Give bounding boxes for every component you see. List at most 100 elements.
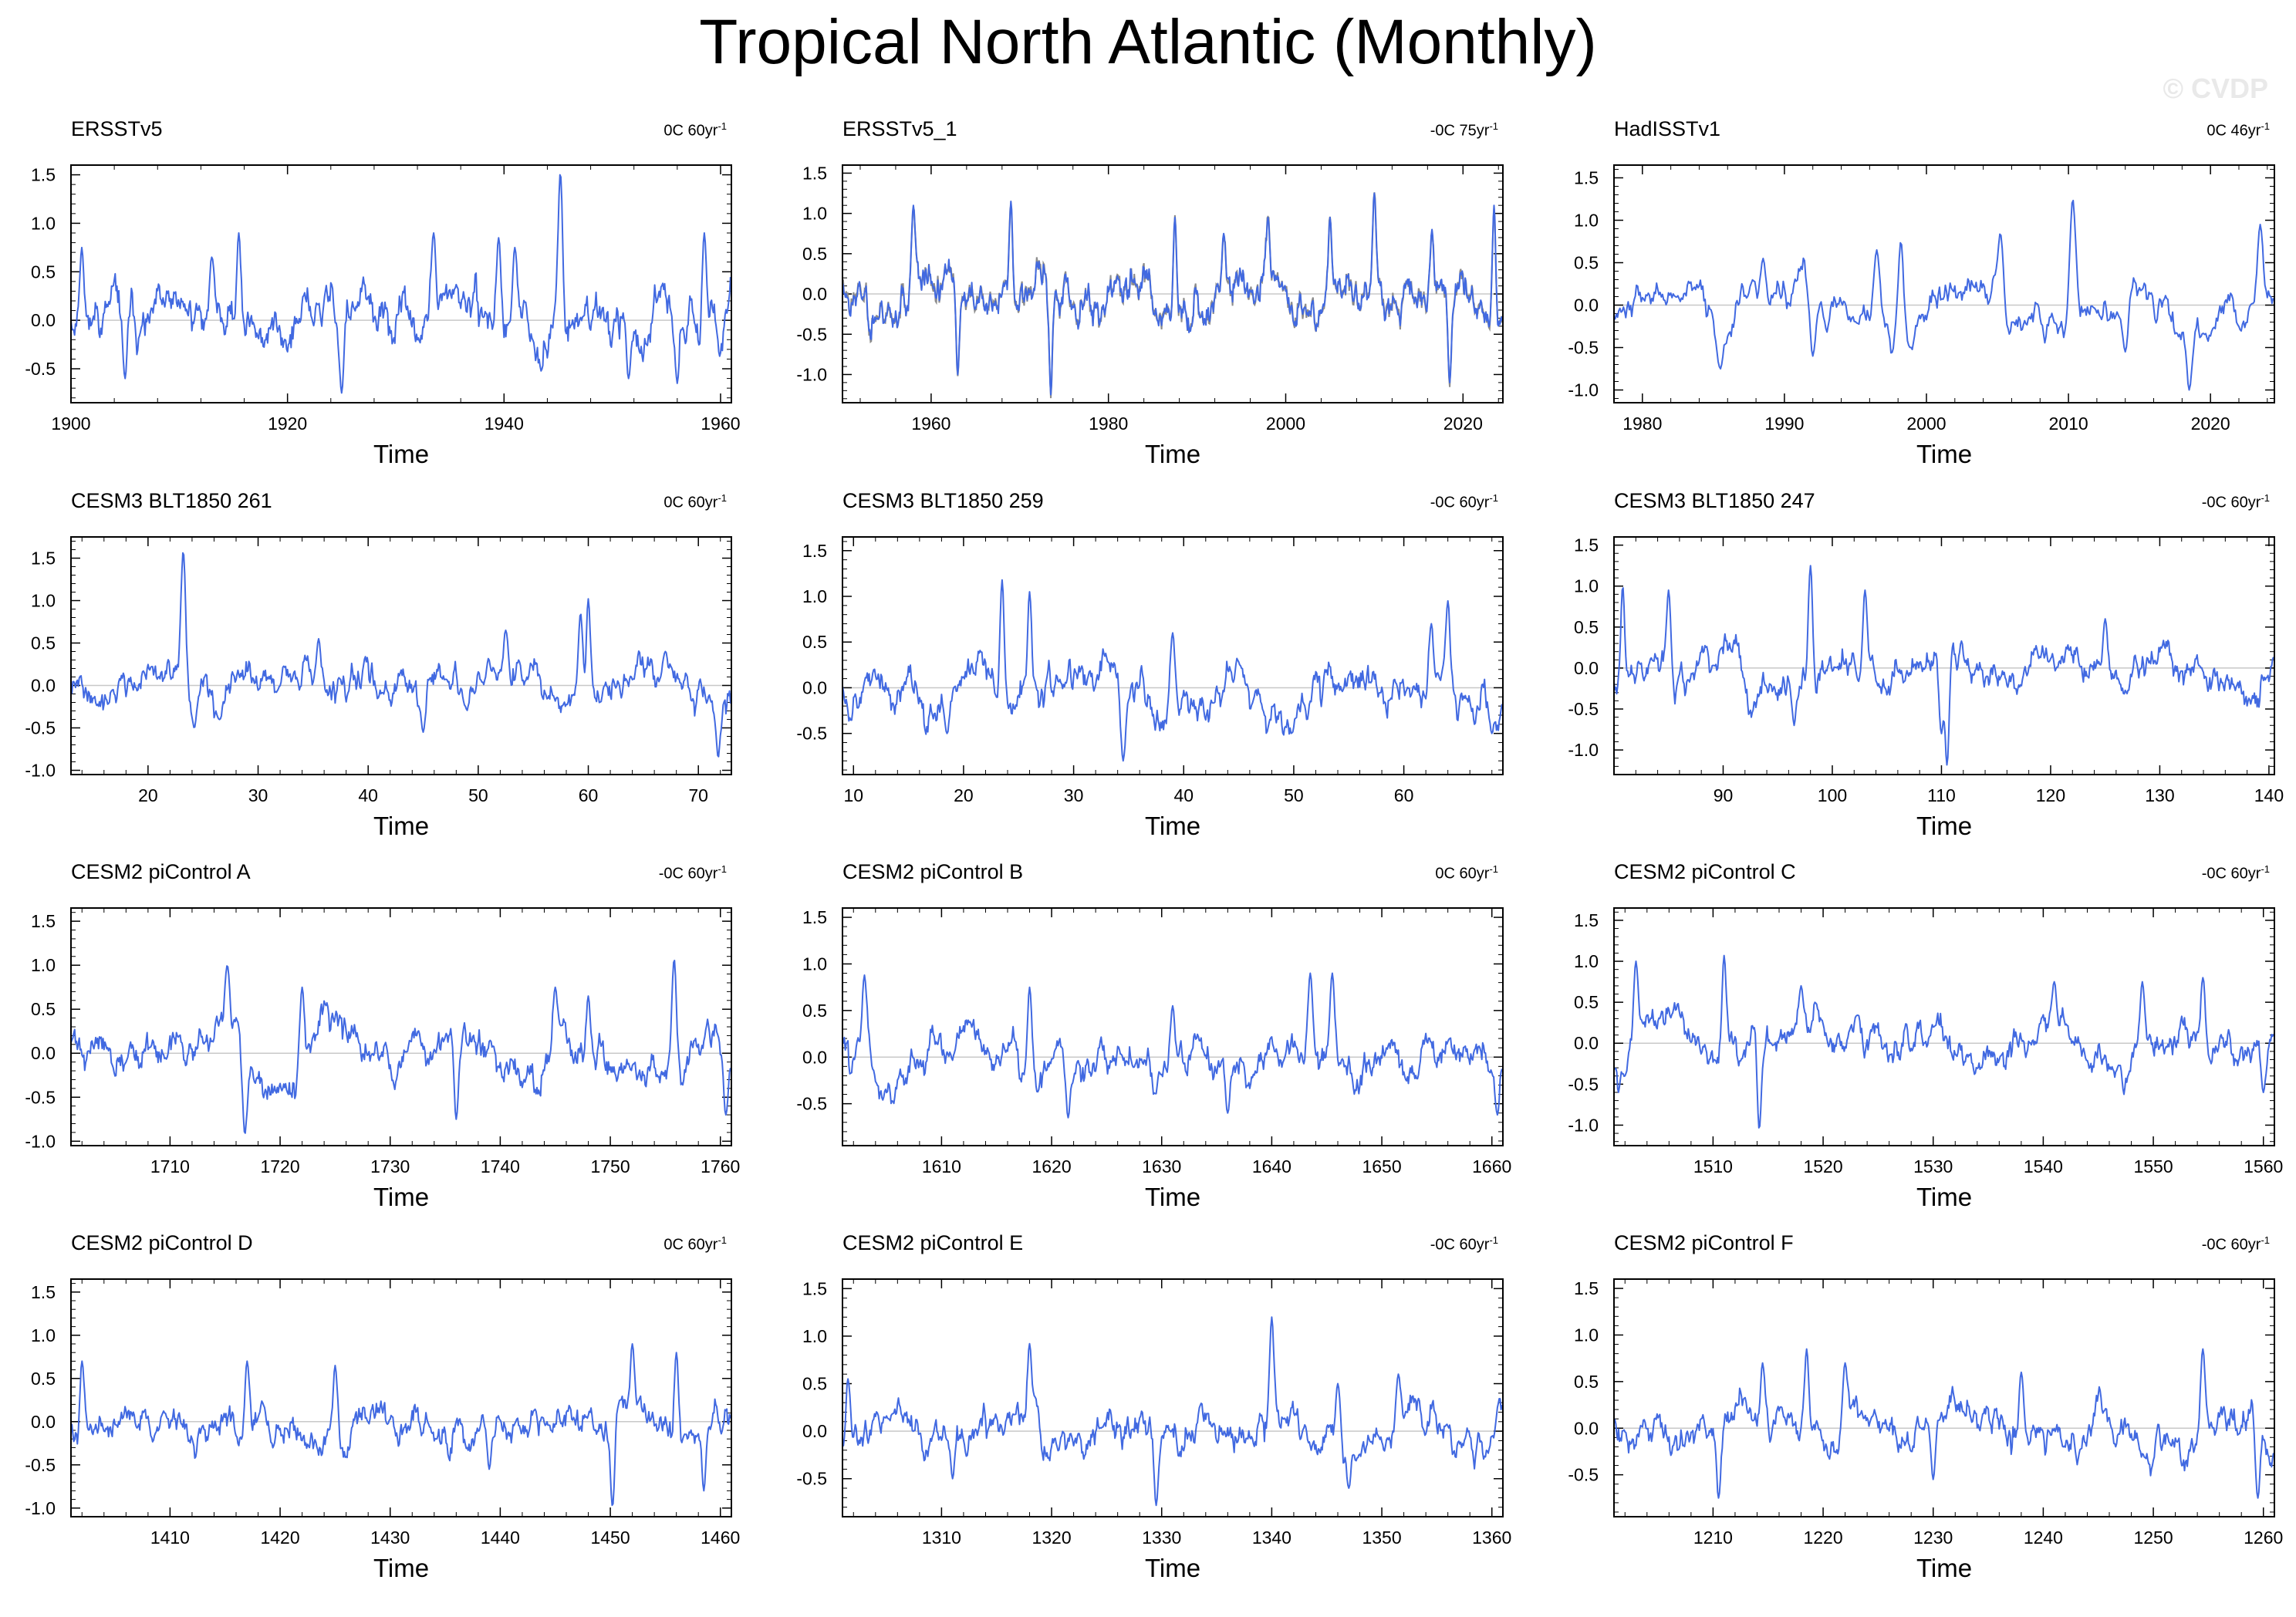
y-tick-label: -0.5	[1568, 338, 1599, 358]
y-tick-label: 1.0	[802, 586, 827, 606]
y-tick-label: 1.5	[31, 911, 56, 931]
line-chart: 1980 1990 2000 2010 2020 -1.0 -0.5 0.0 0.5 1.0 1.5	[1568, 164, 2275, 434]
x-tick-label: 110	[1927, 785, 1956, 805]
x-tick-label: 1340	[1252, 1528, 1292, 1548]
series-line	[1613, 954, 2274, 1129]
x-tick-label: 1650	[1362, 1156, 1401, 1176]
trend-label: 0C 60yr-1	[663, 1234, 727, 1254]
y-tick-label: 0.0	[1574, 1418, 1599, 1438]
plot-frame	[70, 907, 732, 1146]
y-tick-label: 0.5	[31, 1369, 56, 1389]
y-tick-label: -0.5	[796, 1469, 827, 1489]
x-tick-label: 1990	[1764, 414, 1804, 434]
chart-panel: CESM2 piControl F -0C 60yr-1 Time 1210 1220 1…	[1543, 1230, 2296, 1601]
y-tick-label: -1.0	[1568, 380, 1599, 400]
trend-label: -0C 60yr-1	[2202, 1234, 2270, 1254]
trend-value: -0C 60yr	[2201, 865, 2261, 883]
y-tick-label: 1.0	[31, 591, 56, 611]
y-tick-label: 0.0	[802, 1421, 827, 1441]
y-tick-label: -0.5	[25, 1087, 56, 1107]
trend-value: 0C 46yr	[2207, 122, 2261, 140]
x-tick-label: 140	[2254, 785, 2284, 805]
trend-value: -0C 75yr	[1430, 122, 1490, 140]
trend-exponent: -1	[718, 120, 727, 132]
trend-exponent: -1	[1489, 863, 1498, 875]
x-tick-label: 70	[688, 785, 708, 805]
plot-frame	[1613, 536, 2275, 775]
trend-value: -0C 60yr	[658, 865, 718, 883]
x-tick-label: 1450	[590, 1528, 630, 1548]
panel-title: CESM2 piControl E	[842, 1231, 1024, 1254]
y-tick-label: 1.5	[802, 163, 827, 183]
y-tick-label: 0.5	[1574, 617, 1599, 637]
y-tick-label: 0.5	[802, 1001, 827, 1021]
trend-exponent: -1	[1489, 492, 1498, 504]
x-tick-label: 30	[248, 785, 268, 805]
x-tick-label: 1310	[922, 1528, 961, 1548]
line-chart: 1210 1220 1230 1240 1250 1260 -0.5 0.0 0.5 1.0 1.5	[1568, 1278, 2283, 1548]
chart-panel: ERSSTv5_1 -0C 75yr-1 Time 1960 1980 2000 2020 -…	[772, 116, 1537, 487]
y-tick-label: -0.5	[1568, 1074, 1599, 1094]
trend-exponent: -1	[718, 863, 727, 875]
chart-panel: ERSSTv5 0C 60yr-1 Time 1900 1920 1940 1960 -0.5…	[0, 116, 765, 487]
x-tick-label: 1350	[1362, 1528, 1401, 1548]
series-line	[842, 1316, 1503, 1507]
y-tick-label: -1.0	[25, 1131, 56, 1151]
x-tick-label: 1530	[1913, 1156, 1953, 1176]
y-tick-label: 1.0	[31, 213, 56, 233]
y-tick-label: 1.5	[802, 541, 827, 561]
x-axis-label: Time	[1916, 1554, 1973, 1582]
series-line	[842, 972, 1503, 1119]
plot-frame	[1613, 164, 2275, 403]
x-tick-label: 1710	[150, 1156, 190, 1176]
trend-value: -0C 60yr	[1430, 494, 1490, 511]
x-tick-label: 1230	[1913, 1528, 1953, 1548]
panel-title: CESM2 piControl B	[842, 860, 1024, 883]
line-chart: 1960 1980 2000 2020 -1.0 -0.5 0.0 0.5 1.0 1.5	[796, 163, 1504, 434]
x-tick-label: 1520	[1803, 1156, 1842, 1176]
series-line	[842, 192, 1503, 396]
x-tick-label: 1720	[260, 1156, 299, 1176]
x-tick-label: 50	[468, 785, 488, 805]
x-axis-label: Time	[1144, 1183, 1201, 1211]
x-tick-label: 1540	[2024, 1156, 2063, 1176]
x-tick-label: 20	[138, 785, 158, 805]
plot-frame	[1613, 1278, 2275, 1517]
y-tick-label: 1.5	[1574, 535, 1599, 555]
y-tick-label: 1.0	[31, 955, 56, 975]
y-tick-label: 0.5	[1574, 253, 1599, 273]
y-tick-label: 1.5	[1574, 168, 1599, 188]
x-tick-label: 1460	[701, 1528, 740, 1548]
x-tick-label: 1220	[1803, 1528, 1842, 1548]
plot-frame	[842, 907, 1504, 1146]
y-tick-label: -0.5	[25, 1455, 56, 1475]
y-tick-label: 1.0	[802, 1326, 827, 1346]
y-tick-label: 0.5	[31, 999, 56, 1019]
series-line	[1613, 565, 2274, 766]
y-tick-label: 1.0	[1574, 1325, 1599, 1345]
line-chart: 1710 1720 1730 1740 1750 1760 -1.0 -0.5 0.0 0.5 1.…	[25, 907, 740, 1176]
panel-title: CESM2 piControl F	[1614, 1231, 1794, 1254]
trend-value: -0C 60yr	[2201, 1236, 2261, 1254]
trend-exponent: -1	[718, 492, 727, 504]
trend-value: -0C 60yr	[2201, 494, 2261, 511]
chart-panel: CESM2 piControl C -0C 60yr-1 Time 1510 1520 1…	[1543, 859, 2296, 1230]
x-axis-label: Time	[1144, 812, 1201, 840]
series-line	[70, 174, 731, 394]
x-tick-label: 30	[1064, 785, 1084, 805]
x-tick-label: 1940	[485, 414, 524, 434]
trend-label: -0C 60yr-1	[2202, 863, 2270, 883]
chart-panel: CESM2 piControl D 0C 60yr-1 Time 1410 1420 14…	[0, 1230, 765, 1601]
x-tick-label: 1550	[2133, 1156, 2173, 1176]
panel-title: CESM3 BLT1850 247	[1614, 489, 1815, 512]
panel-title: CESM2 piControl D	[71, 1231, 253, 1254]
x-tick-label: 1730	[370, 1156, 410, 1176]
trend-label: 0C 60yr-1	[1435, 863, 1498, 883]
y-tick-label: -1.0	[1568, 1115, 1599, 1135]
trend-value: 0C 60yr	[663, 122, 718, 140]
x-tick-label: 60	[579, 785, 599, 805]
panel-title: CESM3 BLT1850 259	[842, 489, 1044, 512]
line-chart: 1310 1320 1330 1340 1350 1360 -0.5 0.0 0.5 1.0 1.5	[796, 1278, 1511, 1548]
x-tick-label: 1960	[911, 414, 950, 434]
y-tick-label: 0.0	[802, 284, 827, 304]
